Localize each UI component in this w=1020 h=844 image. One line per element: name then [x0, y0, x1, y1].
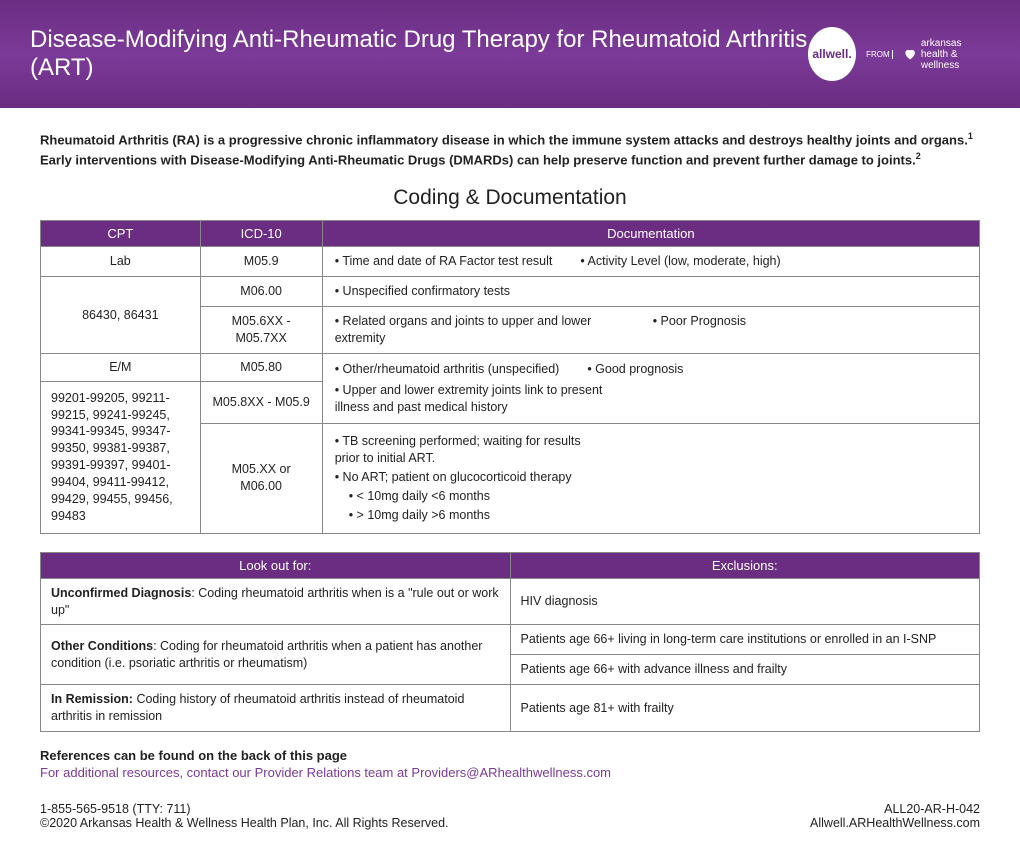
arkansas-logo: arkansas health & wellness: [903, 38, 990, 71]
look-r2: Other Conditions: Coding for rheumatoid …: [41, 625, 511, 685]
footer-code: ALL20-AR-H-042: [810, 802, 980, 816]
header-title: Disease-Modifying Anti-Rheumatic Drug Th…: [30, 26, 808, 82]
from-text: FROM: [866, 50, 893, 59]
look-r1: Unconfirmed Diagnosis: Coding rheumatoid…: [41, 578, 511, 625]
doc-r4a: Other/rheumatoid arthritis (unspecified): [335, 361, 560, 378]
cell-lab-label: Lab: [41, 247, 201, 277]
look-r3: In Remission: Coding history of rheumato…: [41, 685, 511, 732]
look3-b: In Remission:: [51, 692, 133, 706]
lookout-table: Look out for: Exclusions: Unconfirmed Di…: [40, 552, 980, 732]
excl-r2: Patients age 66+ living in long-term car…: [510, 625, 980, 655]
look1-b: Unconfirmed Diagnosis: [51, 586, 191, 600]
cell-em-label: E/M: [41, 353, 201, 381]
cell-icd-r6: M05.XX or M06.00: [200, 423, 322, 533]
doc-r3b: Poor Prognosis: [653, 313, 746, 347]
coding-table: CPT ICD-10 Documentation Lab M05.9 Time …: [40, 220, 980, 533]
doc-r4b: Good prognosis: [587, 361, 683, 378]
sup1: 1: [968, 131, 973, 141]
doc-r6b: No ART; patient on glucocorticoid therap…: [335, 469, 967, 486]
cell-doc-r3: Related organs and joints to upper and l…: [322, 307, 979, 354]
ark-line1: arkansas: [921, 38, 990, 49]
footer: 1-855-565-9518 (TTY: 711) ©2020 Arkansas…: [0, 796, 1020, 844]
ark-line2: health & wellness: [921, 49, 990, 71]
references: References can be found on the back of t…: [40, 748, 980, 780]
doc-r2a: Unspecified confirmatory tests: [335, 283, 510, 300]
footer-copy: ©2020 Arkansas Health & Wellness Health …: [40, 816, 449, 830]
footer-site: Allwell.ARHealthWellness.com: [810, 816, 980, 830]
th-excl: Exclusions:: [510, 552, 980, 578]
doc-r6a: TB screening performed; waiting for resu…: [335, 433, 595, 467]
intro-text: Rheumatoid Arthritis (RA) is a progressi…: [40, 130, 980, 170]
section-title: Coding & Documentation: [40, 186, 980, 210]
intro-line2: Early interventions with Disease-Modifyi…: [40, 153, 916, 168]
footer-left: 1-855-565-9518 (TTY: 711) ©2020 Arkansas…: [40, 802, 449, 830]
cell-doc-r1: Time and date of RA Factor test result A…: [322, 247, 979, 277]
doc-r4c: Upper and lower extremity joints link to…: [335, 382, 615, 416]
refs-l2: For additional resources, contact our Pr…: [40, 765, 980, 780]
doc-r6d: > 10mg daily >6 months: [335, 507, 967, 524]
intro-line1: Rheumatoid Arthritis (RA) is a progressi…: [40, 132, 968, 147]
content-area: Rheumatoid Arthritis (RA) is a progressi…: [0, 108, 1020, 790]
cell-icd-r5: M05.8XX - M05.9: [200, 381, 322, 423]
cell-icd-r2: M06.00: [200, 277, 322, 307]
sup2: 2: [916, 151, 921, 161]
look2-b: Other Conditions: [51, 639, 153, 653]
header-logos: allwell. FROM arkansas health & wellness: [808, 27, 990, 81]
refs-l1: References can be found on the back of t…: [40, 748, 980, 763]
doc-r1b: Activity Level (low, moderate, high): [580, 253, 780, 270]
th-look: Look out for:: [41, 552, 511, 578]
footer-right: ALL20-AR-H-042 Allwell.ARHealthWellness.…: [810, 802, 980, 830]
cell-cpt-em: 99201-99205, 99211-99215, 99241-99245, 9…: [41, 381, 201, 533]
page-header: Disease-Modifying Anti-Rheumatic Drug Th…: [0, 0, 1020, 108]
cell-doc-r2: Unspecified confirmatory tests: [322, 277, 979, 307]
excl-r4: Patients age 81+ with frailty: [510, 685, 980, 732]
cell-icd-r3: M05.6XX - M05.7XX: [200, 307, 322, 354]
cell-icd-r4: M05.80: [200, 353, 322, 381]
cell-icd-r1: M05.9: [200, 247, 322, 277]
cell-doc-r4: Other/rheumatoid arthritis (unspecified)…: [322, 353, 979, 423]
footer-phone: 1-855-565-9518 (TTY: 711): [40, 802, 449, 816]
excl-r1: HIV diagnosis: [510, 578, 980, 625]
cell-cpt-lab: 86430, 86431: [41, 277, 201, 354]
th-cpt: CPT: [41, 221, 201, 247]
doc-r6c: < 10mg daily <6 months: [335, 488, 967, 505]
doc-r3a: Related organs and joints to upper and l…: [335, 313, 625, 347]
cell-doc-r6: TB screening performed; waiting for resu…: [322, 423, 979, 533]
th-doc: Documentation: [322, 221, 979, 247]
excl-r3: Patients age 66+ with advance illness an…: [510, 655, 980, 685]
th-icd: ICD-10: [200, 221, 322, 247]
allwell-logo: allwell.: [808, 27, 856, 81]
heart-icon: [903, 46, 917, 62]
doc-r1a: Time and date of RA Factor test result: [335, 253, 553, 270]
